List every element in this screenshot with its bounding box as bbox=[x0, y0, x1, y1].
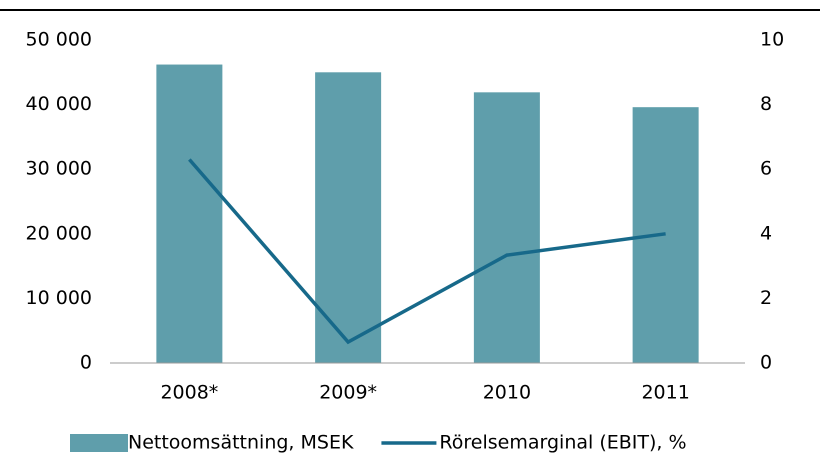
y2-tick-label: 10 bbox=[760, 29, 784, 51]
y-tick-label: 30 000 bbox=[26, 158, 92, 180]
legend-label: Nettoomsättning, MSEK bbox=[128, 432, 354, 454]
line-series bbox=[188, 158, 666, 345]
x-tick-label: 2011 bbox=[641, 382, 689, 404]
legend-swatch bbox=[70, 434, 128, 452]
y-tick-label: 20 000 bbox=[26, 222, 92, 244]
y2-tick-label: 6 bbox=[760, 158, 772, 180]
y2-tick-label: 8 bbox=[760, 93, 772, 115]
bar bbox=[156, 64, 223, 363]
legend-label: Rörelsemarginal (EBIT), % bbox=[439, 432, 686, 454]
x-tick-label: 2009* bbox=[319, 382, 377, 404]
x-tick-label: 2008* bbox=[160, 382, 218, 404]
y-tick-label: 50 000 bbox=[26, 29, 92, 51]
x-tick-label: 2010 bbox=[483, 382, 531, 404]
y-tick-label: 0 bbox=[80, 352, 92, 374]
y2-tick-label: 2 bbox=[760, 287, 772, 309]
bar bbox=[315, 72, 382, 364]
y-tick-label: 40 000 bbox=[26, 93, 92, 115]
y2-tick-label: 4 bbox=[760, 222, 772, 244]
y2-tick-label: 0 bbox=[760, 352, 772, 374]
y-tick-label: 10 000 bbox=[26, 287, 92, 309]
bar bbox=[473, 92, 540, 364]
